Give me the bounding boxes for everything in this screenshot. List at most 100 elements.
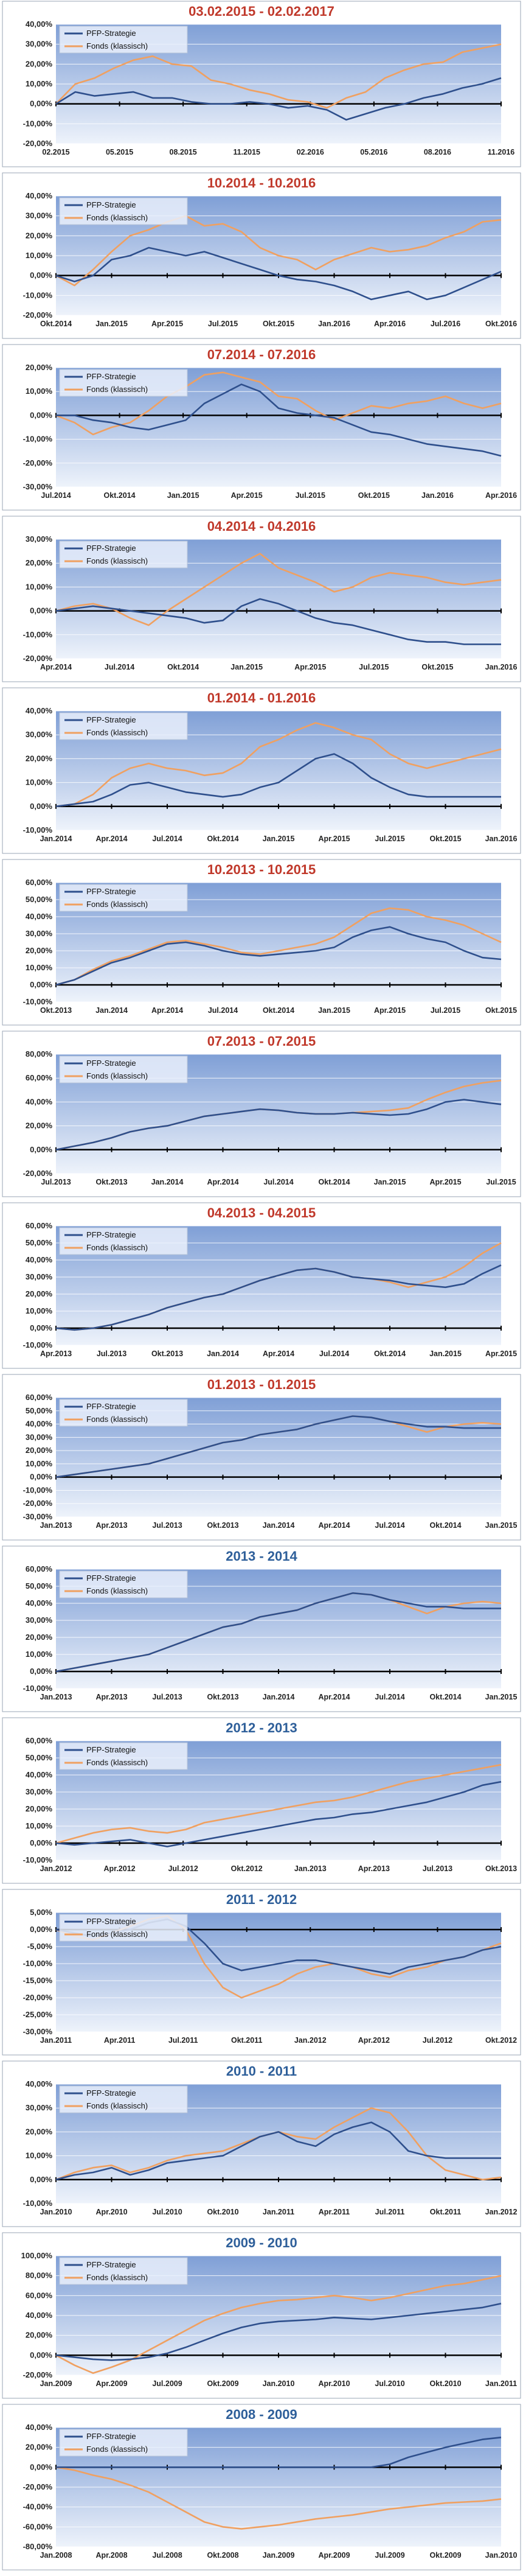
legend-label-pfp: PFP-Strategie: [86, 2088, 136, 2098]
y-tick-label: 10,00%: [26, 387, 53, 396]
x-tick-label: Apr.2014: [151, 1006, 183, 1015]
x-tick-label: Jan.2015: [95, 320, 128, 328]
x-tick-label: Okt.2012: [231, 1864, 263, 1873]
x-tick-label: Okt.2010: [207, 2208, 238, 2216]
x-tick-label: Jul.2014: [105, 663, 134, 671]
chart-title: 2013 - 2014: [226, 1549, 297, 1564]
y-tick-label: 20,00%: [26, 1446, 53, 1455]
x-tick-label: Jan.2014: [207, 1349, 239, 1358]
legend-label-pfp: PFP-Strategie: [86, 1059, 136, 1068]
y-tick-label: 60,00%: [26, 1736, 53, 1745]
x-tick-label: Jan.2015: [485, 1521, 518, 1530]
series-line-pfp: [56, 383, 502, 457]
x-tick-label: Okt.2016: [485, 320, 517, 328]
series-line-pfp: [55, 2303, 502, 2361]
y-tick-label: 0,00%: [30, 1838, 52, 1847]
x-tick-label: Jan.2010: [40, 2208, 72, 2216]
legend: PFP-Strategie Fonds (klassisch): [59, 2429, 188, 2457]
series-line-pfp: [55, 1264, 502, 1331]
x-tick-label: 08.2015: [170, 148, 197, 156]
chart-title: 07.2013 - 07.2015: [207, 1034, 316, 1049]
x-tick-label: Jan.2015: [318, 1006, 350, 1015]
y-tick-label: 60,00%: [26, 1393, 53, 1402]
y-tick-label: 30,00%: [26, 534, 53, 544]
x-tick-label: Okt.2014: [167, 663, 199, 671]
x-tick-label: Apr.2010: [318, 2379, 350, 2388]
x-tick-label: Jan.2013: [40, 1521, 72, 1530]
legend: PFP-Strategie Fonds (klassisch): [59, 1570, 188, 1598]
series-line-pfp: [55, 753, 501, 808]
legend-box: [59, 369, 188, 397]
y-tick-label: -20,00%: [23, 654, 53, 663]
x-tick-label: Jul.2014: [263, 1178, 293, 1186]
x-tick-label: Okt.2013: [151, 1349, 183, 1358]
legend-label-fonds: Fonds (klassisch): [86, 1930, 148, 1939]
x-tick-label: Okt.2015: [263, 320, 294, 328]
x-tick-label: Jul.2016: [431, 320, 460, 328]
x-tick-label: Jul.2014: [208, 1006, 238, 1015]
legend-label-pfp: PFP-Strategie: [86, 1402, 136, 1411]
y-tick-label: 50,00%: [26, 1406, 53, 1415]
y-tick-label: 20,00%: [26, 558, 53, 567]
y-tick-label: 10,00%: [26, 1650, 53, 1659]
y-tick-label: 0,00%: [30, 802, 52, 811]
y-tick-label: 10,00%: [26, 1821, 53, 1830]
x-tick-label: Okt.2010: [429, 2379, 461, 2388]
chart-panel: 2013 - 2014 -10,00% 0,00% 10,00% 20,00% 30,00…: [2, 1545, 521, 1712]
x-tick-label: Jul.2013: [41, 1178, 71, 1186]
y-tick-label: -20,00%: [23, 2370, 53, 2379]
legend-box: [59, 2085, 188, 2113]
x-tick-label: Okt.2009: [207, 2379, 238, 2388]
y-tick-label: -20,00%: [23, 1993, 53, 2002]
legend: PFP-Strategie Fonds (klassisch): [59, 884, 188, 912]
x-tick-label: Okt.2014: [104, 491, 136, 500]
x-tick-label: Jul.2014: [41, 491, 71, 500]
y-tick-label: 40,00%: [26, 2311, 53, 2320]
x-tick-label: Jan.2016: [485, 835, 518, 843]
y-tick-label: -20,00%: [23, 2482, 53, 2491]
x-tick-label: Jul.2014: [375, 1693, 404, 1701]
x-tick-label: Apr.2015: [429, 1178, 461, 1186]
x-tick-label: Okt.2014: [429, 1521, 461, 1530]
chart-title: 01.2014 - 01.2016: [207, 690, 316, 705]
x-tick-label: Okt.2013: [485, 1864, 517, 1873]
legend: PFP-Strategie Fonds (klassisch): [59, 1914, 188, 1942]
series-line-pfp: [55, 1099, 502, 1151]
chart-panel: 2009 - 2010 -20,00% 0,00% 20,00% 40,00% 60,00…: [2, 2232, 521, 2399]
legend-box: [59, 2257, 188, 2285]
y-tick-label: -20,00%: [23, 139, 53, 148]
legend: PFP-Strategie Fonds (klassisch): [59, 1742, 188, 1770]
y-tick-label: 60,00%: [26, 2291, 53, 2300]
y-tick-label: 5,00%: [30, 1908, 52, 1917]
legend-box: [59, 541, 188, 569]
x-tick-label: Apr.2013: [95, 1693, 127, 1701]
series-line-pfp: [55, 1780, 502, 1847]
legend: PFP-Strategie Fonds (klassisch): [59, 197, 188, 225]
x-tick-label: Jan.2010: [485, 2551, 518, 2560]
chart-title: 2009 - 2010: [226, 2235, 297, 2250]
x-tick-label: Okt.2014: [263, 1006, 294, 1015]
x-tick-label: Jan.2014: [263, 1693, 295, 1701]
x-tick-label: Jan.2015: [230, 663, 263, 671]
y-tick-label: 10,00%: [26, 582, 53, 591]
y-tick-label: 100,00%: [21, 2251, 53, 2260]
chart-title: 03.02.2015 - 02.02.2017: [189, 4, 334, 19]
legend-label-pfp: PFP-Strategie: [86, 1745, 136, 1754]
chart-panel: 2010 - 2011 -10,00% 0,00% 10,00% 20,00% 30,00…: [2, 2060, 521, 2227]
legend-box: [59, 712, 188, 740]
y-tick-label: 20,00%: [26, 946, 53, 955]
y-tick-label: 0,00%: [30, 2175, 52, 2184]
x-tick-label: Okt.2013: [207, 1521, 238, 1530]
x-tick-label: Apr.2012: [104, 1864, 136, 1873]
x-tick-label: Apr.2011: [104, 2036, 135, 2045]
y-tick-label: 20,00%: [26, 1804, 53, 1813]
legend-label-pfp: PFP-Strategie: [86, 200, 136, 209]
x-tick-label: Apr.2015: [374, 1006, 406, 1015]
chart-panel: 2012 - 2013 -10,00% 0,00% 10,00% 20,00% 30,00…: [2, 1717, 521, 1884]
x-tick-label: 11.2016: [488, 148, 515, 156]
legend-label-fonds: Fonds (klassisch): [86, 728, 148, 737]
legend: PFP-Strategie Fonds (klassisch): [59, 1055, 188, 1083]
y-tick-label: 20,00%: [26, 2443, 53, 2452]
y-tick-label: 0,00%: [30, 1667, 52, 1676]
y-tick-label: 0,00%: [30, 271, 52, 280]
